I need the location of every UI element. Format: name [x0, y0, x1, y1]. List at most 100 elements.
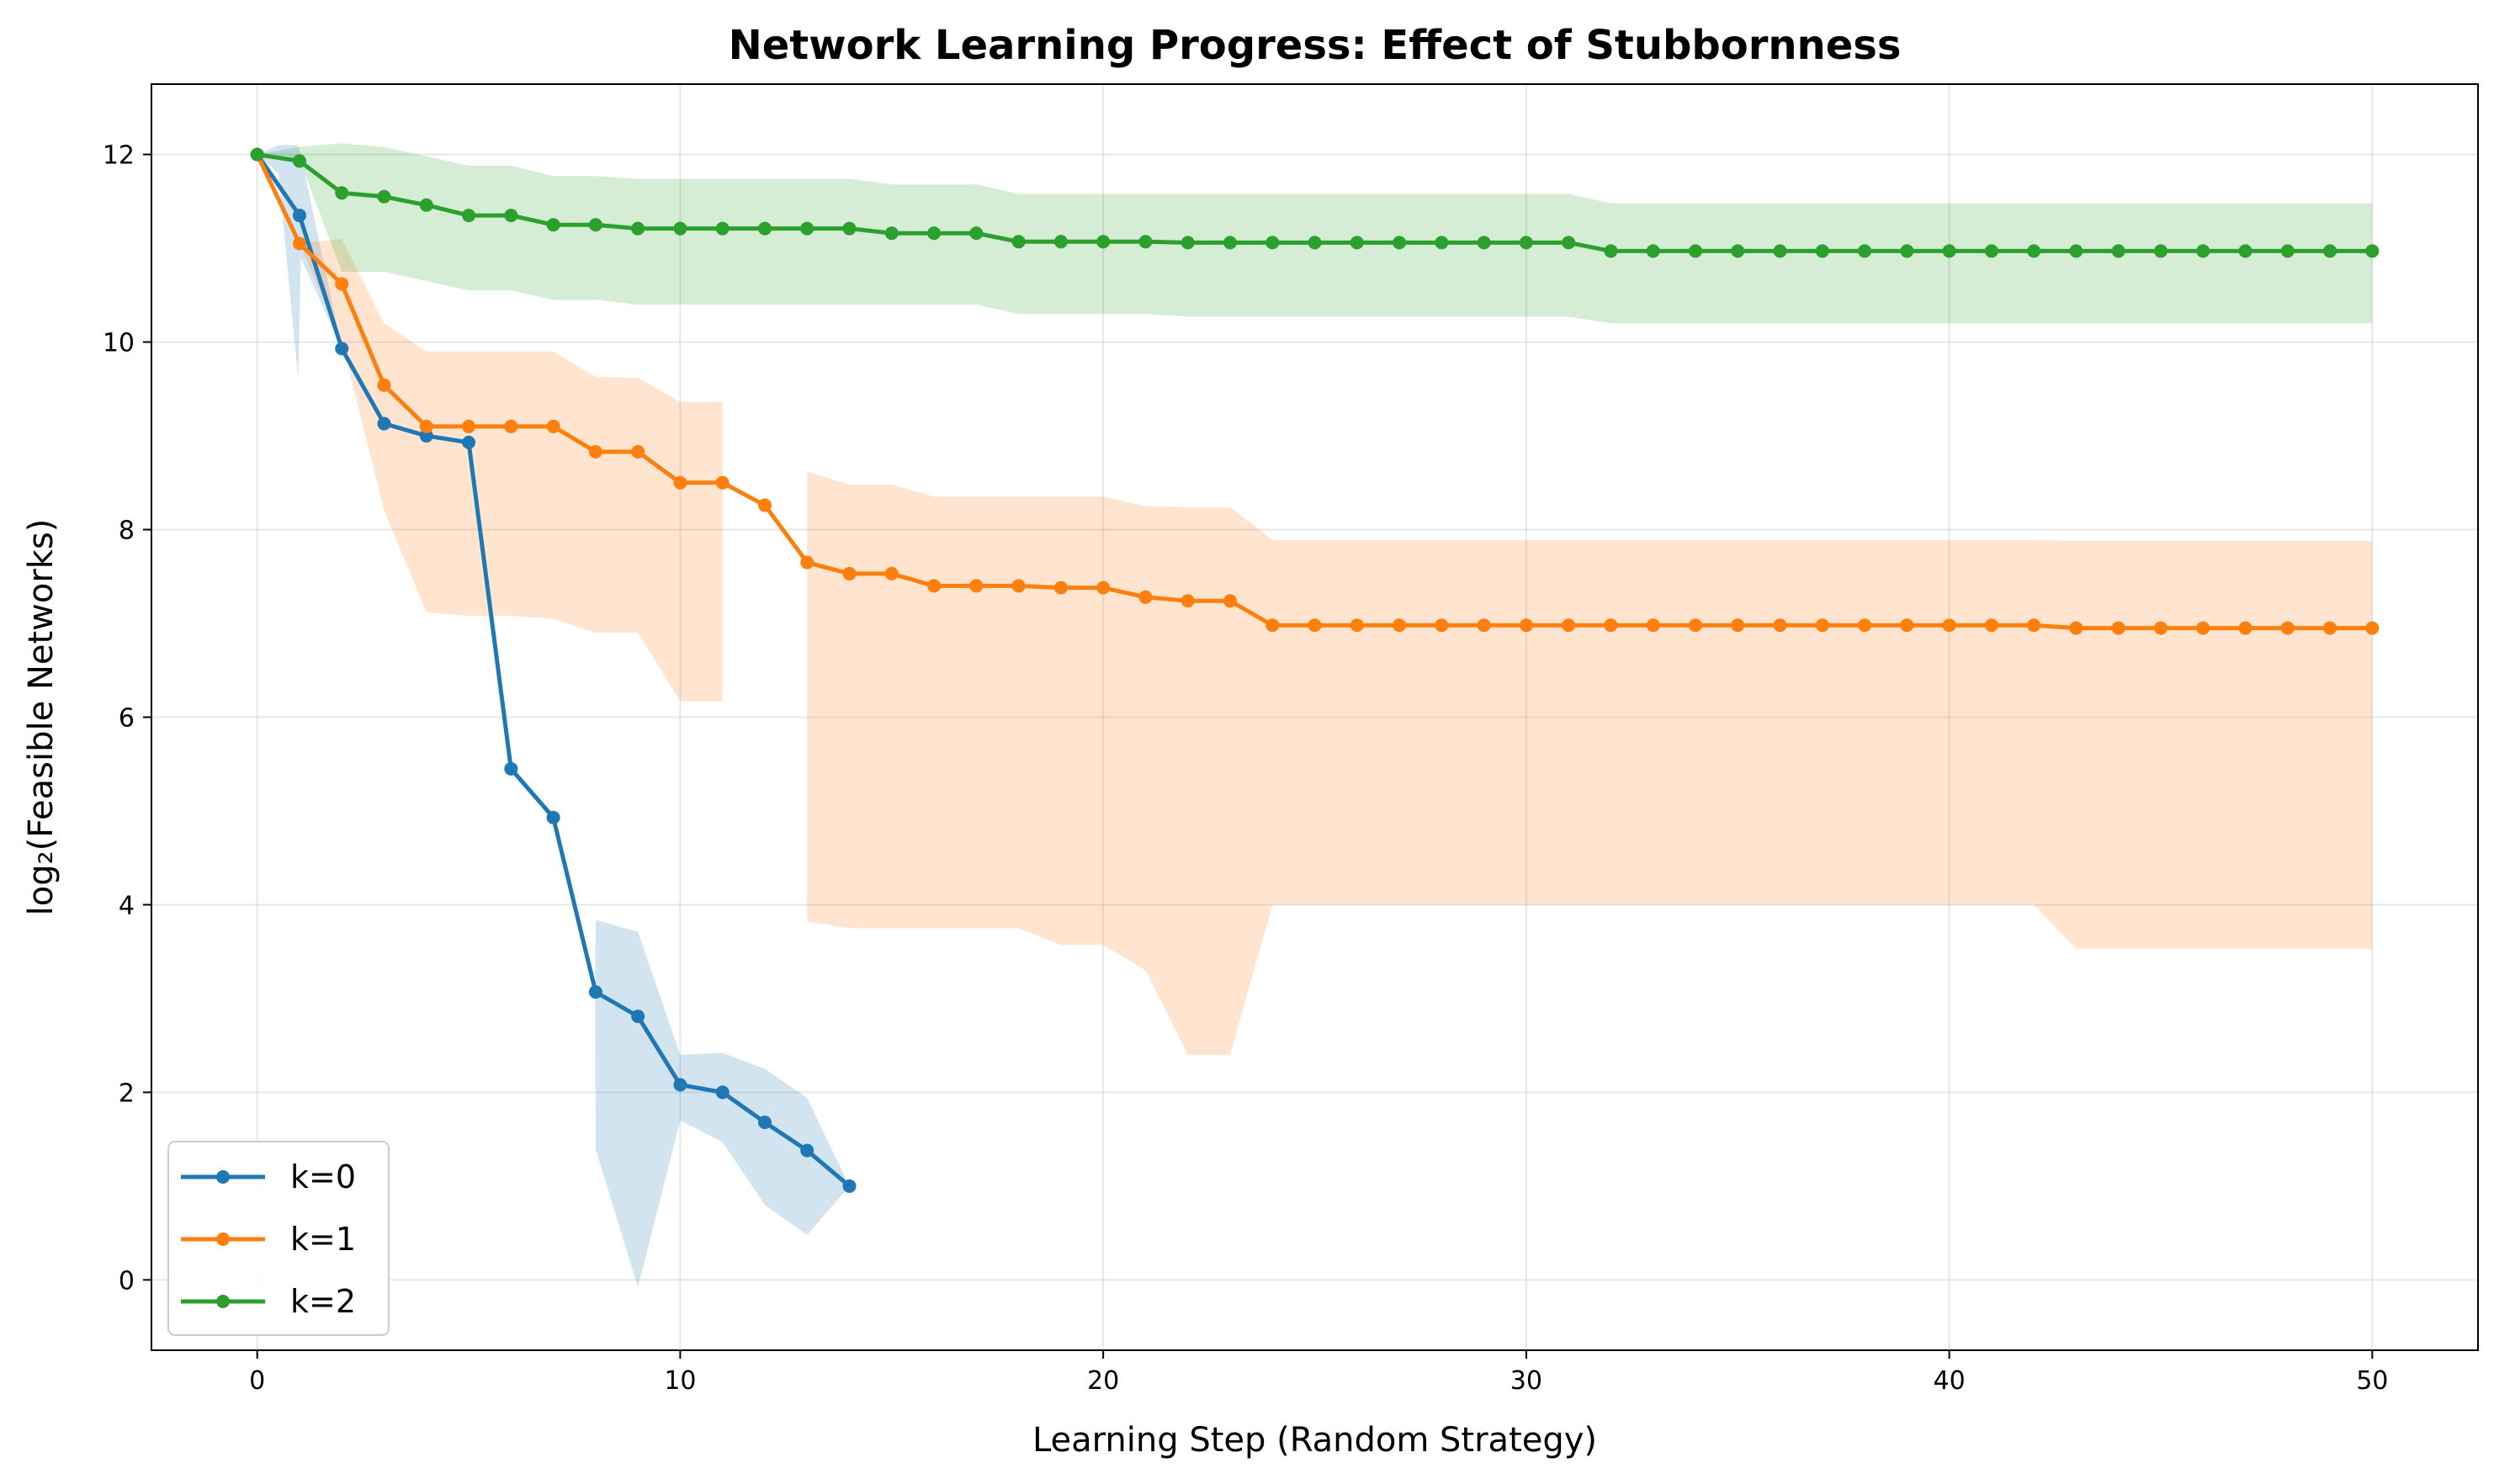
data-point-k1	[2196, 621, 2210, 635]
data-point-k1	[1688, 618, 1702, 633]
data-point-k1	[335, 277, 349, 291]
data-point-k2	[1731, 244, 1745, 258]
data-point-k0	[504, 761, 518, 776]
data-point-k1	[1942, 618, 1956, 633]
data-point-k2	[800, 221, 815, 236]
y-tick-label: 8	[119, 517, 135, 546]
data-point-k2	[1604, 244, 1618, 258]
data-point-k1	[1181, 594, 1195, 608]
data-point-k2	[1266, 236, 1280, 250]
data-point-k0	[462, 435, 476, 449]
data-point-k1	[715, 475, 730, 490]
data-point-k1	[1984, 618, 1998, 633]
data-point-k1	[1900, 618, 1914, 633]
data-point-k1	[1053, 580, 1068, 595]
data-point-k2	[1096, 235, 1111, 249]
data-point-k0	[715, 1085, 730, 1100]
data-point-k2	[757, 221, 772, 236]
x-axis-label: Learning Step (Random Strategy)	[1032, 1421, 1597, 1460]
data-point-k1	[800, 555, 815, 570]
data-point-k0	[377, 416, 391, 431]
data-point-k0	[673, 1078, 687, 1092]
x-tick-label: 20	[1087, 1366, 1119, 1396]
legend: k=0 k=1 k=2	[167, 1141, 390, 1336]
data-point-k1	[419, 419, 433, 433]
data-point-k2	[927, 226, 942, 241]
x-tick-label: 30	[1510, 1366, 1542, 1396]
data-point-k1	[969, 579, 984, 593]
data-point-k2	[842, 221, 857, 236]
data-point-k1	[1773, 618, 1787, 633]
data-point-k0	[842, 1179, 857, 1193]
data-point-k2	[1646, 244, 1660, 258]
data-point-k1	[2238, 621, 2253, 635]
data-point-k2	[715, 221, 730, 236]
data-point-k1	[1393, 618, 1407, 633]
data-point-k1	[1477, 618, 1491, 633]
data-point-k2	[969, 226, 984, 241]
x-tick-label: 40	[1933, 1366, 1965, 1396]
data-point-k0	[419, 429, 433, 443]
data-point-k2	[1053, 235, 1068, 249]
data-point-k2	[884, 226, 899, 241]
data-point-k1	[462, 419, 476, 433]
data-point-k0	[335, 342, 349, 356]
data-point-k1	[1562, 618, 1576, 633]
data-point-k2	[2365, 244, 2380, 258]
data-point-k1	[1308, 618, 1322, 633]
data-point-k2	[1519, 236, 1533, 250]
data-point-k0	[757, 1116, 772, 1130]
data-point-k2	[2069, 244, 2083, 258]
data-point-k2	[462, 209, 476, 223]
data-point-k2	[1858, 244, 1872, 258]
data-point-k2	[2238, 244, 2253, 258]
data-point-k1	[1350, 618, 1364, 633]
data-point-k2	[1688, 244, 1702, 258]
data-point-k2	[2196, 244, 2210, 258]
data-point-k1	[2365, 621, 2380, 635]
data-point-k2	[1942, 244, 1956, 258]
legend-marker	[216, 1232, 230, 1246]
data-point-k1	[927, 579, 942, 593]
data-point-k1	[292, 236, 306, 251]
tick-layer: 0 10 20 30 40 50 0 2 4 6 8 10 12	[103, 141, 2389, 1396]
x-tick-label: 0	[249, 1366, 265, 1396]
data-point-k1	[1138, 590, 1153, 604]
data-point-k1	[1858, 618, 1872, 633]
data-point-k2	[588, 218, 602, 232]
y-axis-label: log₂(Feasible Networks)	[22, 519, 61, 916]
data-point-k1	[673, 475, 687, 490]
data-point-k1	[1011, 579, 1026, 593]
data-point-k1	[1731, 618, 1745, 633]
y-tick-label: 12	[103, 141, 135, 171]
data-point-k1	[1435, 618, 1449, 633]
data-point-k2	[1477, 236, 1491, 250]
data-point-k1	[1646, 618, 1660, 633]
data-point-k2	[1815, 244, 1829, 258]
data-point-k1	[1223, 594, 1237, 608]
band-k2	[257, 143, 2373, 324]
y-tick-label: 4	[119, 891, 135, 920]
legend-box	[167, 1141, 390, 1336]
data-point-k2	[250, 147, 264, 162]
data-point-k0	[631, 1010, 645, 1024]
data-point-k2	[1308, 236, 1322, 250]
data-point-k2	[673, 221, 687, 236]
legend-label: k=0	[290, 1158, 356, 1195]
data-point-k1	[546, 419, 560, 433]
data-point-k1	[2111, 621, 2125, 635]
data-point-k0	[292, 209, 306, 223]
data-point-k0	[800, 1143, 815, 1158]
data-point-k2	[504, 209, 518, 223]
y-tick-label: 10	[103, 329, 135, 358]
data-point-k2	[419, 198, 433, 212]
data-point-k1	[1815, 618, 1829, 633]
y-tick-label: 2	[119, 1079, 135, 1108]
data-point-k2	[1011, 235, 1026, 249]
legend-label: k=2	[290, 1283, 356, 1320]
data-point-k1	[1266, 618, 1280, 633]
data-point-k1	[1519, 618, 1533, 633]
data-point-k2	[292, 154, 306, 168]
data-point-k2	[335, 186, 349, 200]
data-point-k2	[2111, 244, 2125, 258]
